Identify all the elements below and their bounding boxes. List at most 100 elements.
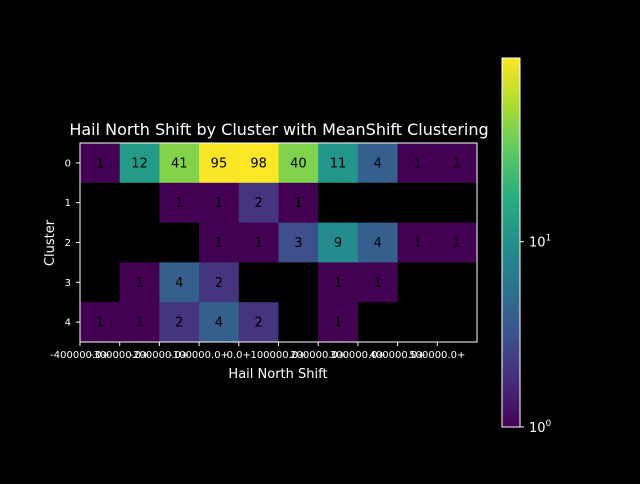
- x-axis-label: Hail North Shift: [228, 367, 327, 382]
- x-tick-label: 0.0+: [227, 350, 251, 361]
- heatmap-cell: [238, 222, 279, 263]
- heatmap-cell: [238, 182, 279, 224]
- heatmap-cell: [278, 302, 319, 343]
- heatmap-cell: [119, 222, 160, 263]
- y-tick-label: 3: [65, 278, 71, 289]
- heatmap-cell: [397, 182, 438, 224]
- heatmap-cell: [318, 302, 359, 343]
- cell-value-label: 1: [413, 236, 421, 251]
- heatmap-cell: [80, 182, 121, 224]
- cell-labels: 1 12 41 95 98 40 11 4 1 11 1 2 11 1 3 9 4 1 11 4 2 1 11 1 2 4 2 1: [96, 156, 462, 330]
- heatmap-cell: [159, 143, 200, 184]
- y-tick-label: 4: [65, 318, 71, 329]
- heatmap-cell: [397, 222, 438, 263]
- heatmap-cell: [437, 182, 478, 224]
- heatmap-cell: [437, 222, 478, 263]
- heatmap-cell: [159, 302, 200, 343]
- cell-value-label: 1: [294, 196, 302, 211]
- colorbar-tick-label: 101: [529, 234, 551, 251]
- x-tick-label: 100000.0+: [250, 350, 306, 361]
- cell-value-label: 1: [453, 236, 461, 251]
- cell-value-label: 95: [211, 156, 228, 171]
- cell-value-label: 2: [255, 316, 263, 331]
- heatmap-cell: [278, 143, 319, 184]
- cell-value-label: 1: [135, 276, 143, 291]
- heatmap-cells: [80, 143, 478, 343]
- heatmap-cell: [238, 302, 279, 343]
- heatmap-cell: [318, 143, 359, 184]
- heatmap-cell: [199, 262, 240, 303]
- heatmap-cell: [318, 222, 359, 263]
- cell-value-label: 1: [334, 276, 342, 291]
- heatmap-cell: [437, 143, 478, 184]
- heatmap-cell: [278, 262, 319, 303]
- y-axis-label: Cluster: [43, 219, 58, 266]
- cell-value-label: 2: [215, 276, 223, 291]
- heatmap-cell: [397, 262, 438, 303]
- cell-value-label: 1: [215, 236, 223, 251]
- heatmap-cell: [119, 262, 160, 303]
- x-tick-label: -400000.0+: [50, 350, 110, 361]
- cell-value-label: 40: [290, 156, 307, 171]
- x-tick-label: 400000.0+: [370, 350, 426, 361]
- cell-value-label: 4: [374, 156, 382, 171]
- cell-value-label: 98: [250, 156, 267, 171]
- x-tick-label: 300000.0+: [330, 350, 386, 361]
- cell-value-label: 12: [131, 156, 148, 171]
- x-tick-label: -300000.0+: [90, 350, 150, 361]
- heatmap-cell: [80, 222, 121, 263]
- cell-value-label: 3: [294, 236, 302, 251]
- x-tick-label: 500000.0+: [409, 350, 465, 361]
- y-axis: 0 1 2 3 4: [65, 158, 80, 329]
- heatmap-cell: [199, 182, 240, 224]
- cell-value-label: 1: [453, 156, 461, 171]
- heatmap-cell: [437, 302, 478, 343]
- heatmap-cell: [159, 262, 200, 303]
- colorbar-ticks: 100 101: [520, 234, 552, 436]
- cell-value-label: 4: [215, 316, 223, 331]
- x-tick-label: -200000.0+: [130, 350, 190, 361]
- heatmap-cell: [318, 262, 359, 303]
- heatmap-cell: [357, 222, 399, 263]
- heatmap-cell: [238, 262, 279, 303]
- colorbar-tick-label: 100: [529, 419, 552, 436]
- heatmap-cell: [159, 182, 200, 224]
- cell-value-label: 1: [96, 316, 104, 331]
- heatmap-cell: [119, 302, 160, 343]
- cell-value-label: 4: [374, 236, 382, 251]
- cell-value-label: 1: [175, 196, 183, 211]
- heatmap-cell: [357, 143, 399, 184]
- heatmap-cell: [199, 302, 240, 343]
- cell-value-label: 1: [255, 236, 263, 251]
- heatmap-cell: [278, 222, 319, 263]
- heatmap-cell: [199, 143, 240, 184]
- heatmap-cell: [437, 262, 478, 303]
- cell-value-label: 1: [135, 316, 143, 331]
- heatmap-cell: [238, 143, 279, 184]
- heatmap-cell: [80, 143, 121, 184]
- heatmap-cell: [80, 262, 121, 303]
- heatmap-cell: [357, 182, 399, 224]
- cell-value-label: 9: [334, 236, 342, 251]
- colorbar: [501, 57, 521, 428]
- heatmap-cell: [318, 182, 359, 224]
- cell-value-label: 2: [255, 196, 263, 211]
- cell-value-label: 1: [96, 156, 104, 171]
- heatmap-cell: [119, 143, 160, 184]
- cell-value-label: 41: [171, 156, 188, 171]
- x-axis: -400000.0+-300000.0+-200000.0+-100000.0+…: [50, 342, 465, 361]
- heatmap-cell: [80, 302, 121, 343]
- cell-value-label: 11: [330, 156, 347, 171]
- heatmap-cell: [159, 222, 200, 263]
- cell-value-label: 1: [334, 316, 342, 331]
- y-tick-label: 0: [65, 158, 71, 169]
- heatmap-cell: [397, 302, 438, 343]
- cell-value-label: 1: [215, 196, 223, 211]
- heatmap-cell: [357, 302, 399, 343]
- cell-value-label: 1: [413, 156, 421, 171]
- heatmap-cell: [357, 262, 399, 303]
- x-tick-label: -100000.0+: [169, 350, 229, 361]
- y-tick-label: 1: [65, 198, 71, 209]
- heatmap-cell: [199, 222, 240, 263]
